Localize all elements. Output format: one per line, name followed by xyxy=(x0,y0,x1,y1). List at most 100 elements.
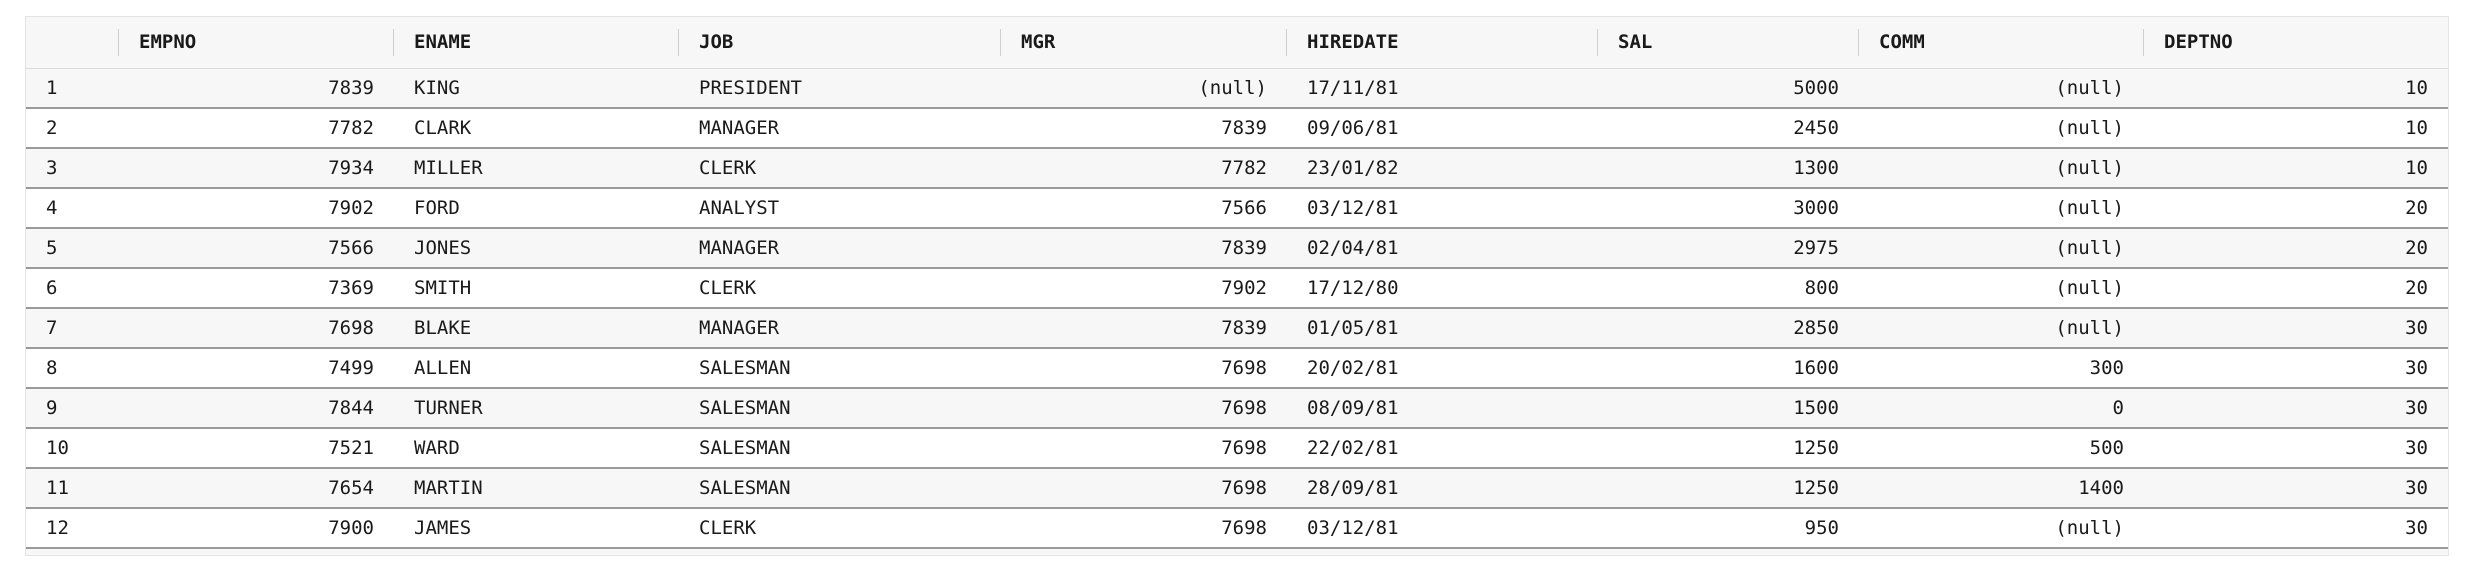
cell-comm[interactable]: (null) xyxy=(2055,237,2124,259)
row-number-cell[interactable]: 8 xyxy=(46,357,58,379)
cell-deptno[interactable]: 30 xyxy=(2405,517,2428,539)
table-row[interactable]: 5 7566 JONES MANAGER 7839 02/04/81 2975 (null) 2… xyxy=(26,228,2448,268)
cell-hiredate[interactable]: 20/02/81 xyxy=(1307,357,1399,379)
table-row[interactable]: 2 7782 CLARK MANAGER 7839 09/06/81 2450 (null) 1… xyxy=(26,108,2448,148)
cell-job[interactable]: SALESMAN xyxy=(699,477,791,499)
cell-deptno[interactable]: 10 xyxy=(2405,76,2428,99)
table-row[interactable]: 11 7654 MARTIN SALESMAN 7698 28/09/81 1250 1400… xyxy=(26,468,2448,508)
cell-hiredate[interactable]: 17/11/81 xyxy=(1307,76,1399,99)
cell-job[interactable]: CLERK xyxy=(699,157,757,179)
cell-sal[interactable]: 1600 xyxy=(1793,357,1839,379)
cell-deptno[interactable]: 30 xyxy=(2405,477,2428,499)
column-header-deptno[interactable]: DEPTNO xyxy=(2144,17,2448,69)
cell-comm[interactable]: (null) xyxy=(2055,317,2124,339)
cell-hiredate[interactable]: 03/12/81 xyxy=(1307,197,1399,219)
cell-deptno[interactable]: 30 xyxy=(2405,397,2428,419)
cell-comm[interactable]: (null) xyxy=(2055,197,2124,219)
cell-empno[interactable]: 7844 xyxy=(328,397,374,419)
cell-ename[interactable]: MARTIN xyxy=(414,477,483,499)
cell-hiredate[interactable]: 09/06/81 xyxy=(1307,117,1399,139)
cell-ename[interactable]: MILLER xyxy=(414,157,483,179)
row-number-cell[interactable]: 9 xyxy=(46,397,58,419)
cell-sal[interactable]: 800 xyxy=(1804,277,1839,299)
cell-deptno[interactable]: 30 xyxy=(2405,437,2428,459)
cell-comm[interactable]: 0 xyxy=(2112,397,2124,419)
cell-deptno[interactable]: 20 xyxy=(2405,277,2428,299)
cell-comm[interactable]: (null) xyxy=(2055,277,2124,299)
cell-deptno[interactable]: 30 xyxy=(2405,357,2428,379)
cell-mgr[interactable]: 7698 xyxy=(1221,437,1267,459)
cell-mgr[interactable]: 7902 xyxy=(1221,277,1267,299)
cell-comm[interactable]: 1400 xyxy=(2078,477,2124,499)
column-header-ename[interactable]: ENAME xyxy=(394,17,679,69)
cell-comm[interactable]: (null) xyxy=(2055,517,2124,539)
cell-sal[interactable]: 1250 xyxy=(1793,477,1839,499)
cell-ename[interactable]: JAMES xyxy=(414,517,472,539)
cell-job[interactable]: SALESMAN xyxy=(699,437,791,459)
cell-empno[interactable]: 7698 xyxy=(328,317,374,339)
results-grid[interactable]: EMPNO ENAME JOB MGR HIREDATE SAL COMM DE… xyxy=(25,16,2449,556)
cell-ename[interactable]: FORD xyxy=(414,197,460,219)
cell-job[interactable]: PRESIDENT xyxy=(699,76,802,99)
cell-mgr[interactable]: 7698 xyxy=(1221,477,1267,499)
cell-empno[interactable]: 7782 xyxy=(328,117,374,139)
table-row[interactable]: 3 7934 MILLER CLERK 7782 23/01/82 1300 (null) 10 xyxy=(26,148,2448,188)
cell-ename[interactable]: SMITH xyxy=(414,277,472,299)
cell-job[interactable]: SALESMAN xyxy=(699,357,791,379)
cell-sal[interactable]: 1500 xyxy=(1793,397,1839,419)
cell-ename[interactable]: TURNER xyxy=(414,397,483,419)
row-number-cell[interactable]: 11 xyxy=(46,477,69,499)
cell-empno[interactable]: 7900 xyxy=(328,517,374,539)
table-row[interactable]: 9 7844 TURNER SALESMAN 7698 08/09/81 1500 0 30 xyxy=(26,388,2448,428)
cell-deptno[interactable]: 10 xyxy=(2405,117,2428,139)
cell-mgr[interactable]: 7839 xyxy=(1221,317,1267,339)
row-number-cell[interactable]: 12 xyxy=(46,517,69,539)
table-row[interactable]: 12 7900 JAMES CLERK 7698 03/12/81 950 (null) 30 xyxy=(26,508,2448,548)
row-number-cell[interactable]: 3 xyxy=(46,157,58,179)
cell-hiredate[interactable]: 02/04/81 xyxy=(1307,237,1399,259)
cell-empno[interactable]: 7654 xyxy=(328,477,374,499)
row-number-cell[interactable]: 7 xyxy=(46,317,58,339)
cell-ename[interactable]: WARD xyxy=(414,437,460,459)
cell-comm[interactable]: 500 xyxy=(2089,437,2124,459)
cell-empno[interactable]: 7499 xyxy=(328,357,374,379)
row-number-cell[interactable]: 10 xyxy=(46,437,69,459)
cell-sal[interactable]: 3000 xyxy=(1793,197,1839,219)
cell-comm[interactable]: (null) xyxy=(2055,117,2124,139)
cell-mgr[interactable]: (null) xyxy=(1198,76,1267,99)
cell-comm[interactable]: (null) xyxy=(2055,76,2124,99)
cell-mgr[interactable]: 7782 xyxy=(1221,157,1267,179)
row-number-cell[interactable]: 1 xyxy=(46,76,58,99)
cell-job[interactable]: SALESMAN xyxy=(699,397,791,419)
cell-hiredate[interactable]: 23/01/82 xyxy=(1307,157,1399,179)
cell-job[interactable]: CLERK xyxy=(699,277,757,299)
table-row[interactable]: 1 7839 KING PRESIDENT (null) 17/11/81 5000 (nul… xyxy=(26,68,2448,108)
cell-sal[interactable]: 2975 xyxy=(1793,237,1839,259)
table-row[interactable]: 7 7698 BLAKE MANAGER 7839 01/05/81 2850 (null) 3… xyxy=(26,308,2448,348)
column-header-empno[interactable]: EMPNO xyxy=(119,17,394,69)
cell-hiredate[interactable]: 28/09/81 xyxy=(1307,477,1399,499)
column-header-job[interactable]: JOB xyxy=(679,17,1001,69)
cell-ename[interactable]: ALLEN xyxy=(414,357,472,379)
cell-ename[interactable]: CLARK xyxy=(414,117,472,139)
row-number-header[interactable] xyxy=(26,17,119,69)
cell-sal[interactable]: 950 xyxy=(1804,517,1839,539)
cell-mgr[interactable]: 7839 xyxy=(1221,117,1267,139)
cell-comm[interactable]: 300 xyxy=(2089,357,2124,379)
cell-hiredate[interactable]: 01/05/81 xyxy=(1307,317,1399,339)
row-number-cell[interactable]: 5 xyxy=(46,237,58,259)
cell-mgr[interactable]: 7698 xyxy=(1221,517,1267,539)
cell-sal[interactable]: 1300 xyxy=(1793,157,1839,179)
cell-empno[interactable]: 7566 xyxy=(328,237,374,259)
cell-mgr[interactable]: 7566 xyxy=(1221,197,1267,219)
cell-job[interactable]: ANALYST xyxy=(699,197,780,219)
cell-job[interactable]: MANAGER xyxy=(699,117,780,139)
cell-empno[interactable]: 7521 xyxy=(328,437,374,459)
cell-empno[interactable]: 7839 xyxy=(328,76,374,99)
cell-deptno[interactable]: 20 xyxy=(2405,237,2428,259)
row-number-cell[interactable]: 6 xyxy=(46,277,58,299)
column-header-comm[interactable]: COMM xyxy=(1859,17,2144,69)
cell-job[interactable]: MANAGER xyxy=(699,237,780,259)
cell-hiredate[interactable]: 17/12/80 xyxy=(1307,277,1399,299)
cell-deptno[interactable]: 20 xyxy=(2405,197,2428,219)
